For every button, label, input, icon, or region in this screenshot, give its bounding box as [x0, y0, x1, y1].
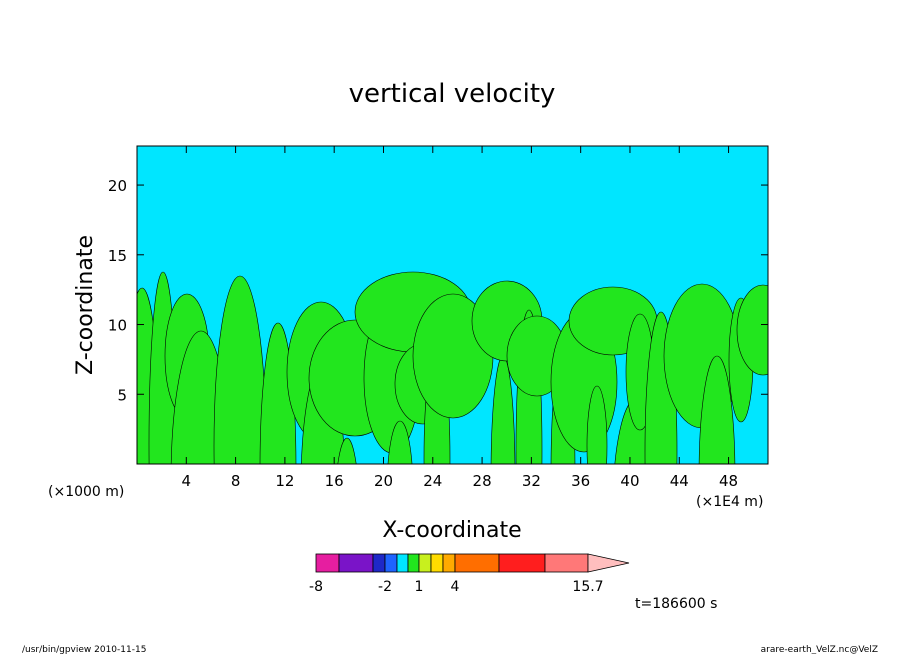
colorbar-label: -8 — [309, 579, 323, 595]
time-label: t=186600 s — [635, 596, 717, 612]
x-tick-label: 20 — [374, 472, 393, 490]
x-tick-label: 4 — [182, 472, 192, 490]
colorbar-segment — [442, 553, 456, 573]
colorbar-segment — [407, 553, 420, 573]
positive-region — [466, 481, 488, 611]
y-tick-label: 10 — [108, 317, 127, 335]
positive-region — [761, 438, 817, 614]
x-tick-label: 48 — [719, 472, 738, 490]
x-tick-label: 36 — [571, 472, 590, 490]
colorbar-segment — [315, 553, 340, 573]
colorbar-label: -2 — [378, 579, 392, 595]
colorbar-labels: -8 -2 1 4 15.7 — [309, 579, 604, 595]
x-tick-label: 32 — [522, 472, 541, 490]
x-tick-label: 12 — [275, 472, 294, 490]
colorbar-label: 15.7 — [572, 579, 603, 595]
y-tick-label: 5 — [117, 386, 127, 404]
x-unit-right: (×1E4 m) — [696, 494, 763, 510]
positive-region — [857, 488, 904, 612]
colorbar-label: 4 — [451, 579, 460, 595]
positive-region — [387, 420, 413, 464]
positive-region — [871, 306, 904, 486]
colorbar-segment — [454, 553, 500, 573]
colorbar-segment — [338, 553, 374, 573]
positive-region — [779, 290, 815, 490]
colorbar-segment — [544, 553, 589, 573]
colorbar-segment — [372, 553, 386, 573]
x-tick-label: 24 — [423, 472, 442, 490]
x-axis-label: X-coordinate — [382, 518, 521, 543]
colorbar-segment — [384, 553, 398, 573]
x-tick-label: 40 — [620, 472, 639, 490]
positive-region — [279, 498, 307, 614]
positive-region — [831, 386, 867, 474]
x-tick-label: 8 — [231, 472, 241, 490]
colorbar — [315, 553, 630, 573]
y-tick-label: 20 — [108, 177, 127, 195]
positive-region — [669, 476, 695, 616]
positive-region — [237, 494, 281, 614]
positive-region — [885, 280, 904, 364]
positive-region — [739, 516, 779, 616]
colorbar-segment — [396, 553, 409, 573]
x-tick-label: 28 — [473, 472, 492, 490]
colorbar-segment — [430, 553, 444, 573]
footer-right: arare-earth_VelZ.nc@VelZ — [761, 645, 878, 654]
positive-region — [887, 366, 904, 626]
x-axis-ticks: 4 8 12 16 20 24 28 32 36 40 44 48 — [182, 146, 738, 490]
colorbar-extension — [587, 553, 630, 573]
positive-region — [259, 322, 297, 464]
positive-region — [586, 385, 608, 464]
y-axis-ticks: 5 10 15 20 — [108, 177, 768, 404]
plot-frame — [136, 145, 769, 465]
positive-region — [213, 275, 267, 464]
plot-area — [137, 146, 904, 626]
positive-region — [736, 284, 768, 376]
x-tick-label: 16 — [325, 472, 344, 490]
colorbar-segment — [418, 553, 432, 573]
colorbar-segment — [498, 553, 546, 573]
colorbar-label: 1 — [415, 579, 424, 595]
positive-region — [337, 437, 357, 464]
positive-region — [817, 290, 857, 394]
y-axis-label: Z-coordinate — [73, 235, 98, 375]
y-tick-label: 15 — [108, 247, 127, 265]
x-unit-left: (×1000 m) — [48, 484, 124, 500]
contour-layer — [137, 271, 904, 626]
footer-left: /usr/bin/gpview 2010-11-15 — [22, 645, 146, 654]
x-tick-label: 44 — [670, 472, 689, 490]
positive-region — [698, 355, 736, 464]
chart-title: vertical velocity — [349, 79, 556, 109]
